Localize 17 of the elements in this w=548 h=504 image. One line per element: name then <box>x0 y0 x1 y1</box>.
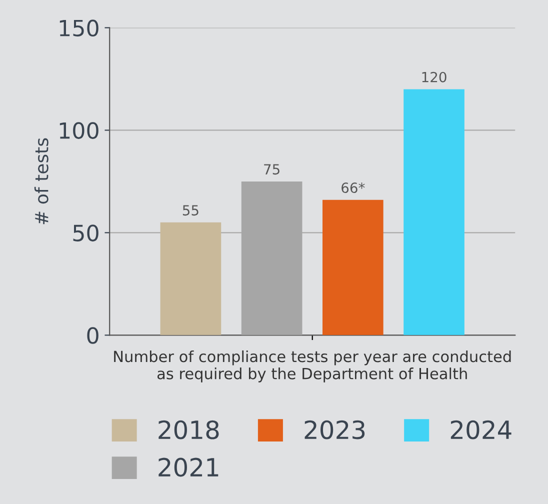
legend-label: 2021 <box>158 458 218 477</box>
y-tick-label: 0 <box>87 327 98 344</box>
data-label: 55 <box>182 205 198 216</box>
y-tick-label: 150 <box>60 20 98 36</box>
legend-label: 2024 <box>450 420 512 440</box>
data-label: 75 <box>264 164 280 175</box>
y-tick-label: 50 <box>73 224 98 242</box>
bar <box>404 89 464 336</box>
bar <box>160 222 222 336</box>
y-tick-label: 100 <box>60 122 98 139</box>
data-label: 120 <box>422 72 446 82</box>
y-axis-title: # of tests <box>34 138 48 224</box>
x-axis-title: Number of compliance tests per year are conducted as required by the Department of Health <box>114 350 511 382</box>
data-label: 66* <box>342 182 365 194</box>
legend-label: 2018 <box>158 420 219 440</box>
legend-label: 2023 <box>304 420 365 440</box>
bar <box>322 200 384 336</box>
